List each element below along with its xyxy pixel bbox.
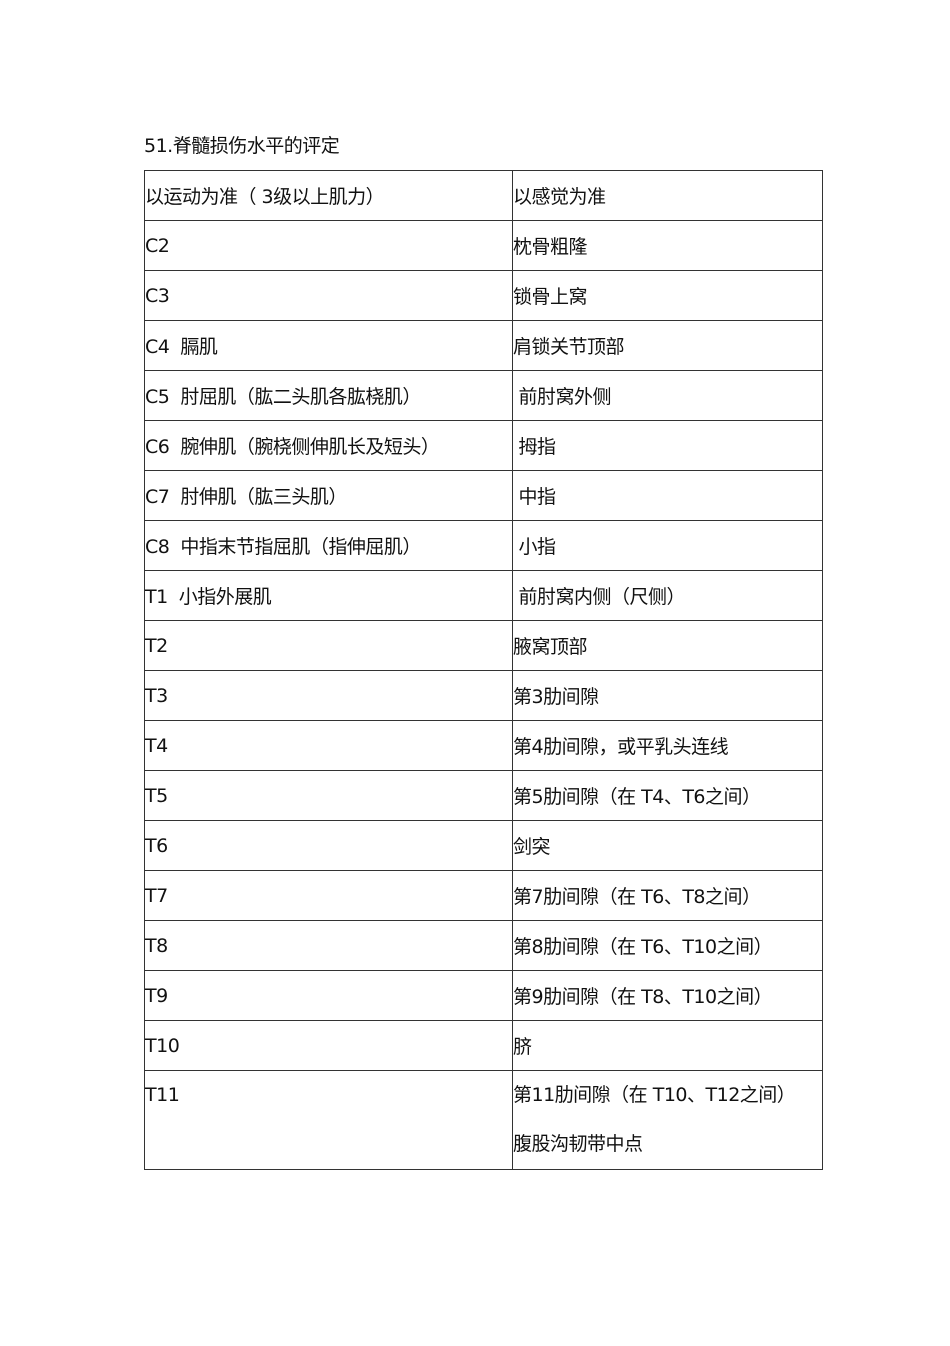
sensory-cell: 第7肋间隙（在 T6、T8之间） xyxy=(512,870,823,921)
sensory-cell: 脐 xyxy=(512,1020,823,1071)
sensory-cell: 第4肋间隙，或平乳头连线 xyxy=(512,720,823,771)
table-row: C6 腕伸肌（腕桡侧伸肌长及短头） 拇指 xyxy=(144,420,823,471)
motor-cell: C6 腕伸肌（腕桡侧伸肌长及短头） xyxy=(144,420,513,471)
motor-cell: C3 xyxy=(144,270,513,321)
spinal-injury-level-table: 以运动为准（ 3级以上肌力） 以感觉为准 C2 枕骨粗隆 C3 锁骨上窝 C4 膈肌 肩锁… xyxy=(144,170,823,1170)
motor-cell: T2 xyxy=(144,620,513,671)
motor-cell: T11 xyxy=(144,1070,513,1170)
sensory-cell: 前肘窝外侧 xyxy=(512,370,823,421)
table-row: C2 枕骨粗隆 xyxy=(144,220,823,271)
table-row: T4 第4肋间隙，或平乳头连线 xyxy=(144,720,823,771)
sensory-cell: 枕骨粗隆 xyxy=(512,220,823,271)
sensory-cell: 第5肋间隙（在 T4、T6之间） xyxy=(512,770,823,821)
table-row: C5 肘屈肌（肱二头肌各肱桡肌） 前肘窝外侧 xyxy=(144,370,823,421)
motor-cell: C8 中指末节指屈肌（指伸屈肌） xyxy=(144,520,513,571)
table-row: T3 第3肋间隙 xyxy=(144,670,823,721)
motor-cell: T4 xyxy=(144,720,513,771)
motor-cell: C2 xyxy=(144,220,513,271)
sensory-cell: 剑突 xyxy=(512,820,823,871)
sensory-cell: 第9肋间隙（在 T8、T10之间） xyxy=(512,970,823,1021)
motor-cell: T1 小指外展肌 xyxy=(144,570,513,621)
table-row: T2 腋窝顶部 xyxy=(144,620,823,671)
table-row: T8 第8肋间隙（在 T6、T10之间） xyxy=(144,920,823,971)
sensory-cell: 第11肋间隙（在 T10、T12之间） 腹股沟韧带中点 xyxy=(512,1070,823,1170)
table-row: C8 中指末节指屈肌（指伸屈肌） 小指 xyxy=(144,520,823,571)
motor-cell: T6 xyxy=(144,820,513,871)
motor-cell: T5 xyxy=(144,770,513,821)
table-row: T11 第11肋间隙（在 T10、T12之间） 腹股沟韧带中点 xyxy=(144,1070,823,1170)
motor-cell: T7 xyxy=(144,870,513,921)
table-row: T9 第9肋间隙（在 T8、T10之间） xyxy=(144,970,823,1021)
motor-cell: C7 肘伸肌（肱三头肌） xyxy=(144,470,513,521)
sensory-cell: 中指 xyxy=(512,470,823,521)
motor-cell: C4 膈肌 xyxy=(144,320,513,371)
table-row: T10 脐 xyxy=(144,1020,823,1071)
sensory-cell: 第8肋间隙（在 T6、T10之间） xyxy=(512,920,823,971)
sensory-cell: 肩锁关节顶部 xyxy=(512,320,823,371)
sensory-cell: 拇指 xyxy=(512,420,823,471)
header-motor: 以运动为准（ 3级以上肌力） xyxy=(144,170,513,221)
motor-cell: T9 xyxy=(144,970,513,1021)
motor-cell: T10 xyxy=(144,1020,513,1071)
motor-cell: C5 肘屈肌（肱二头肌各肱桡肌） xyxy=(144,370,513,421)
section-title: 51.脊髓损伤水平的评定 xyxy=(144,135,340,157)
table-row: T6 剑突 xyxy=(144,820,823,871)
table-row: C3 锁骨上窝 xyxy=(144,270,823,321)
table-row: C7 肘伸肌（肱三头肌） 中指 xyxy=(144,470,823,521)
motor-text: T11 xyxy=(145,1084,180,1106)
sensory-cell: 前肘窝内侧（尺侧） xyxy=(512,570,823,621)
table-header-row: 以运动为准（ 3级以上肌力） 以感觉为准 xyxy=(144,170,823,221)
sensory-line: 第11肋间隙（在 T10、T12之间） xyxy=(513,1084,796,1106)
sensory-line: 腹股沟韧带中点 xyxy=(513,1133,643,1155)
table-row: C4 膈肌 肩锁关节顶部 xyxy=(144,320,823,371)
header-sensory: 以感觉为准 xyxy=(512,170,823,221)
table-row: T7 第7肋间隙（在 T6、T8之间） xyxy=(144,870,823,921)
motor-cell: T3 xyxy=(144,670,513,721)
sensory-cell: 锁骨上窝 xyxy=(512,270,823,321)
table-row: T5 第5肋间隙（在 T4、T6之间） xyxy=(144,770,823,821)
sensory-cell: 小指 xyxy=(512,520,823,571)
sensory-cell: 第3肋间隙 xyxy=(512,670,823,721)
motor-cell: T8 xyxy=(144,920,513,971)
sensory-cell: 腋窝顶部 xyxy=(512,620,823,671)
table-row: T1 小指外展肌 前肘窝内侧（尺侧） xyxy=(144,570,823,621)
